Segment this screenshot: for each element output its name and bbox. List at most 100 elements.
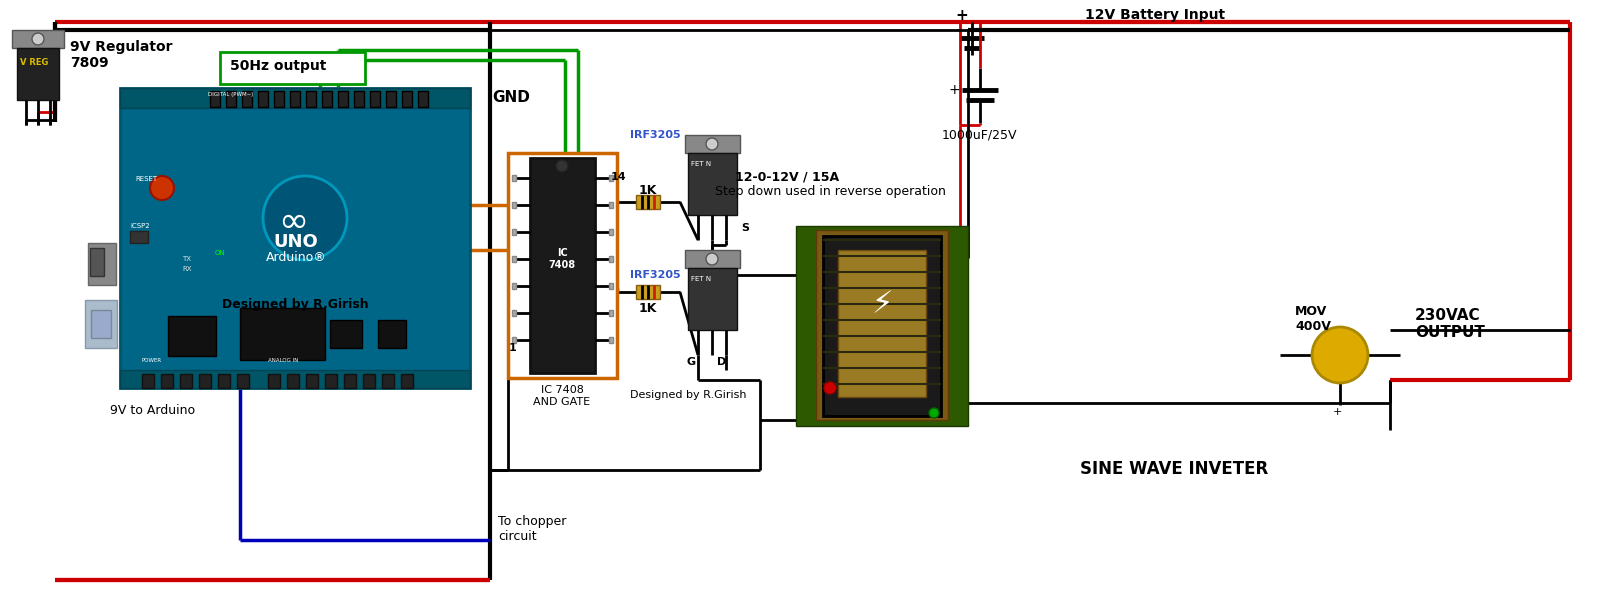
Text: 12V Battery Input: 12V Battery Input — [1085, 8, 1226, 22]
Bar — [512, 310, 515, 316]
Bar — [512, 256, 515, 262]
Text: 1000uF/25V: 1000uF/25V — [942, 128, 1018, 141]
Text: 9V Regulator
7809: 9V Regulator 7809 — [70, 40, 173, 70]
Bar — [512, 175, 515, 181]
Text: Designed by R.Girish: Designed by R.Girish — [630, 390, 747, 400]
Text: 50Hz output: 50Hz output — [230, 59, 326, 73]
Text: RX: RX — [182, 266, 192, 272]
Bar — [530, 158, 595, 373]
Bar — [402, 91, 413, 107]
Bar — [688, 268, 738, 330]
Text: IC 7408
AND GATE: IC 7408 AND GATE — [533, 385, 590, 406]
Bar — [290, 91, 301, 107]
Text: UNO: UNO — [274, 233, 318, 251]
Bar — [18, 48, 59, 100]
Bar — [306, 374, 318, 388]
Text: ∞: ∞ — [278, 205, 309, 239]
Bar — [210, 91, 221, 107]
Bar — [88, 243, 115, 285]
Text: IRF3205: IRF3205 — [630, 270, 680, 280]
Text: +: + — [955, 8, 968, 23]
Bar — [242, 91, 253, 107]
Text: Arduino®: Arduino® — [266, 251, 326, 264]
Bar — [688, 153, 738, 215]
Bar — [240, 308, 325, 360]
Bar — [363, 374, 374, 388]
Bar — [269, 374, 280, 388]
Bar — [168, 316, 216, 356]
Bar — [120, 88, 470, 108]
Bar — [822, 236, 941, 416]
Text: MOV
400V: MOV 400V — [1294, 305, 1331, 333]
Bar — [338, 91, 349, 107]
Bar — [685, 135, 739, 153]
Bar — [258, 91, 269, 107]
Text: 14: 14 — [611, 172, 627, 182]
Bar — [610, 175, 613, 181]
Bar — [226, 91, 237, 107]
Text: POWER: POWER — [142, 358, 162, 363]
Bar — [685, 250, 739, 268]
Bar — [402, 374, 413, 388]
Text: D: D — [717, 357, 726, 367]
Text: ANALOG IN: ANALOG IN — [269, 358, 298, 363]
Bar — [797, 226, 968, 426]
Text: 9V to Arduino: 9V to Arduino — [110, 404, 195, 417]
Text: 230VAC
OUTPUT: 230VAC OUTPUT — [1414, 308, 1485, 340]
Bar — [130, 231, 147, 243]
Text: FET N: FET N — [691, 161, 710, 167]
Bar — [610, 283, 613, 289]
Circle shape — [1312, 327, 1368, 383]
Bar — [120, 370, 470, 388]
Circle shape — [32, 33, 45, 45]
Bar — [274, 91, 285, 107]
Bar — [418, 91, 429, 107]
Bar — [637, 285, 661, 299]
Bar — [91, 310, 110, 338]
Bar — [330, 320, 362, 348]
Text: IRF3205: IRF3205 — [630, 130, 680, 140]
Bar — [370, 91, 381, 107]
Text: ICSP2: ICSP2 — [130, 223, 150, 229]
Text: V REG: V REG — [19, 58, 48, 67]
Text: 1K: 1K — [638, 302, 658, 315]
Bar — [610, 256, 613, 262]
Bar — [816, 230, 947, 420]
Bar — [610, 337, 613, 343]
Text: To chopper
circuit: To chopper circuit — [498, 515, 566, 543]
Bar — [221, 52, 365, 84]
Bar — [120, 88, 470, 388]
Circle shape — [824, 382, 835, 394]
Bar — [179, 374, 192, 388]
Text: GND: GND — [493, 90, 530, 105]
Bar — [509, 153, 618, 378]
Bar — [306, 91, 317, 107]
Text: ⚡: ⚡ — [872, 291, 893, 320]
Text: S: S — [741, 223, 749, 233]
Text: RESET: RESET — [134, 176, 157, 182]
Bar — [512, 229, 515, 235]
Bar — [85, 300, 117, 348]
Text: -: - — [955, 22, 962, 37]
Bar — [286, 374, 299, 388]
Bar — [610, 229, 613, 235]
Circle shape — [706, 138, 718, 150]
Text: IC
7408: IC 7408 — [549, 248, 576, 270]
Text: FET N: FET N — [691, 276, 710, 282]
Bar — [198, 374, 211, 388]
Bar — [382, 374, 394, 388]
Bar — [512, 283, 515, 289]
Circle shape — [930, 408, 939, 418]
Bar — [838, 250, 926, 397]
Text: +: + — [1333, 407, 1342, 417]
Bar — [344, 374, 355, 388]
Bar — [512, 202, 515, 208]
Text: 12-0-12V / 15A: 12-0-12V / 15A — [734, 170, 838, 183]
Bar — [218, 374, 230, 388]
Text: G: G — [686, 357, 696, 367]
Text: SINE WAVE INVETER: SINE WAVE INVETER — [1080, 460, 1269, 478]
Circle shape — [150, 176, 174, 200]
Text: DIGITAL (PWM~): DIGITAL (PWM~) — [208, 92, 253, 97]
Bar — [237, 374, 250, 388]
Bar — [162, 374, 173, 388]
